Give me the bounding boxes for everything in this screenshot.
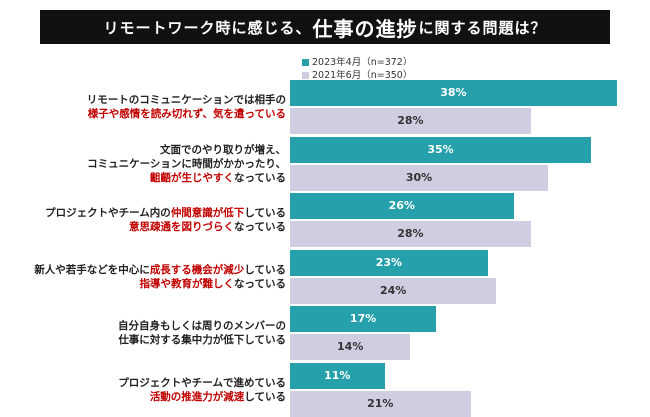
- category-label-line: 活動の推進力が減速している: [118, 390, 286, 404]
- bar-2023: 26%: [290, 193, 514, 219]
- highlight-text: 様子や感情を読み切れず、気を遣っている: [87, 108, 286, 120]
- label-text: リモートのコミュニケーションでは相手の: [86, 94, 286, 106]
- label-text: プロジェクトやチーム内の: [45, 207, 171, 219]
- bar-value-label: 17%: [349, 312, 377, 325]
- legend-label-2021: 2021年6月（n=350）: [312, 70, 413, 81]
- bar-2021: 28%: [290, 221, 531, 247]
- title-part-1: リモートワーク時に感じる、: [103, 18, 312, 37]
- label-text: 文面でのやり取りが増え、: [160, 143, 286, 156]
- label-text: コミュニケーションに時間がかかったり、: [87, 157, 286, 170]
- bar-2023: 35%: [290, 136, 591, 163]
- bar-value-label: 14%: [337, 340, 364, 353]
- bar-value-label: 35%: [427, 142, 454, 156]
- title-part-2: 仕事の進捗: [312, 16, 418, 41]
- bar-2023: 23%: [290, 249, 488, 276]
- category-label-line: 意思疎通を図りづらくなっている: [45, 220, 286, 234]
- bar-value-label: 24%: [380, 283, 407, 297]
- label-text: している: [244, 390, 286, 403]
- chart-title: リモートワーク時に感じる、 仕事の進捗 に関する問題は？: [40, 10, 610, 44]
- category-label: 新人や若手などを中心に成長する機会が減少している 指導や教育が難しくなっている: [34, 263, 286, 291]
- category-label-line: コミュニケーションに時間がかかったり、: [87, 157, 286, 171]
- legend-swatch-2023: [302, 59, 309, 66]
- category-label-line: プロジェクトやチーム内の仲間意識が低下している: [45, 206, 286, 220]
- category-label: プロジェクトやチームで進めている 活動の推進力が減速している: [118, 376, 286, 404]
- bar-2023: 38%: [290, 80, 617, 106]
- highlight-text: 指導や教育が難しく: [139, 277, 235, 290]
- category-label-line: 文面でのやり取りが増え、: [87, 143, 286, 157]
- category-label-line: 仕事に対する集中力が低下している: [118, 333, 286, 347]
- bar-value-label: 26%: [388, 199, 415, 212]
- bar-2021: 28%: [290, 108, 531, 134]
- label-text: なっている: [234, 171, 286, 184]
- bar-2021: 14%: [290, 334, 411, 360]
- legend-item-2023: 2023年4月（n=372）: [302, 56, 412, 69]
- bar-2021: 30%: [290, 164, 548, 191]
- category-label-line: 様子や感情を読み切れず、気を遣っている: [87, 107, 286, 121]
- title-part-3: に関する問題は？: [418, 18, 547, 37]
- legend-label-2023: 2023年4月（n=372）: [312, 57, 413, 68]
- label-text: なっている: [234, 221, 286, 233]
- category-label-line: 新人や若手などを中心に成長する機会が減少している: [34, 263, 286, 277]
- bar-value-label: 38%: [440, 86, 467, 99]
- label-text: している: [244, 207, 286, 219]
- category-label: リモートのコミュニケーションでは相手の 様子や感情を読み切れず、気を遣っている: [87, 93, 286, 121]
- category-label: 自分自身もしくは周りのメンバーの 仕事に対する集中力が低下している: [118, 319, 286, 347]
- highlight-text: 齟齬が生じやすく: [150, 171, 235, 184]
- bar-2023: 17%: [290, 306, 437, 332]
- bar-value-label: 11%: [324, 368, 351, 382]
- legend-item-2021: 2021年6月（n=350）: [302, 69, 412, 82]
- bar-2023: 11%: [290, 362, 385, 389]
- bar-value-label: 21%: [367, 396, 394, 410]
- bar-value-label: 23%: [375, 255, 403, 269]
- highlight-text: 成長する機会が減少: [149, 263, 245, 276]
- label-text: なっている: [234, 277, 286, 290]
- bar-2021: 24%: [290, 277, 497, 304]
- highlight-text: 意思疎通を図りづらく: [129, 221, 235, 233]
- label-text: 自分自身もしくは周りのメンバーの: [118, 320, 286, 332]
- label-text: 新人や若手などを中心に: [34, 263, 150, 276]
- category-label-line: リモートのコミュニケーションでは相手の: [87, 93, 286, 107]
- bar-2021: 21%: [290, 390, 471, 417]
- highlight-text: 仲間意識が低下: [170, 207, 245, 219]
- bar-value-label: 30%: [405, 170, 433, 184]
- category-label: プロジェクトやチーム内の仲間意識が低下している 意思疎通を図りづらくなっている: [45, 206, 286, 234]
- legend-swatch-2021: [302, 72, 309, 79]
- category-label-line: プロジェクトやチームで進めている: [118, 376, 286, 390]
- category-label: 文面でのやり取りが増え、 コミュニケーションに時間がかかったり、 齟齬が生じやすくな…: [87, 143, 286, 185]
- category-label-line: 自分自身もしくは周りのメンバーの: [118, 319, 286, 333]
- category-label-line: 指導や教育が難しくなっている: [34, 277, 286, 291]
- category-label-line: 齟齬が生じやすくなっている: [87, 171, 286, 185]
- label-text: プロジェクトやチームで進めている: [118, 376, 286, 389]
- bar-value-label: 28%: [397, 114, 424, 127]
- highlight-text: 活動の推進力が減速: [149, 390, 245, 403]
- label-text: 仕事に対する集中力が低下している: [118, 334, 286, 346]
- legend: 2023年4月（n=372） 2021年6月（n=350）: [302, 56, 412, 82]
- label-text: している: [244, 263, 286, 276]
- bar-value-label: 28%: [397, 227, 424, 240]
